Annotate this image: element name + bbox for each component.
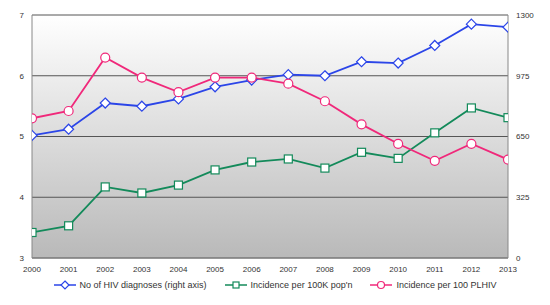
svg-text:2004: 2004 <box>170 265 188 274</box>
svg-text:5: 5 <box>20 132 25 141</box>
svg-text:2005: 2005 <box>206 265 224 274</box>
svg-text:3: 3 <box>20 254 25 263</box>
svg-text:2008: 2008 <box>316 265 334 274</box>
html-text:No of HIV diagnoses (right axi: No of HIV diagnoses (right axis) <box>79 280 207 290</box>
html-text:Incidence per 100K pop'n: Incidence per 100K pop'n <box>250 280 353 290</box>
svg-text:2010: 2010 <box>389 265 407 274</box>
svg-text:2006: 2006 <box>243 265 261 274</box>
svg-text:7: 7 <box>20 11 25 20</box>
svg-text:6: 6 <box>20 72 25 81</box>
svg-text:325: 325 <box>516 193 530 202</box>
svg-text:2011: 2011 <box>426 265 444 274</box>
svg-text:0: 0 <box>516 254 521 263</box>
svg-text:2013: 2013 <box>499 265 517 274</box>
svg-text:650: 650 <box>516 132 530 141</box>
svg-text:2009: 2009 <box>353 265 371 274</box>
svg-text:2000: 2000 <box>23 265 41 274</box>
html-text:Incidence per 100 PLHIV: Incidence per 100 PLHIV <box>396 280 497 290</box>
svg-text:2002: 2002 <box>96 265 114 274</box>
svg-text:1300: 1300 <box>516 11 534 20</box>
svg-text:2012: 2012 <box>462 265 480 274</box>
svg-text:975: 975 <box>516 72 530 81</box>
svg-text:2007: 2007 <box>279 265 297 274</box>
svg-text:4: 4 <box>20 193 25 202</box>
svg-text:2003: 2003 <box>133 265 151 274</box>
svg-text:2001: 2001 <box>60 265 78 274</box>
